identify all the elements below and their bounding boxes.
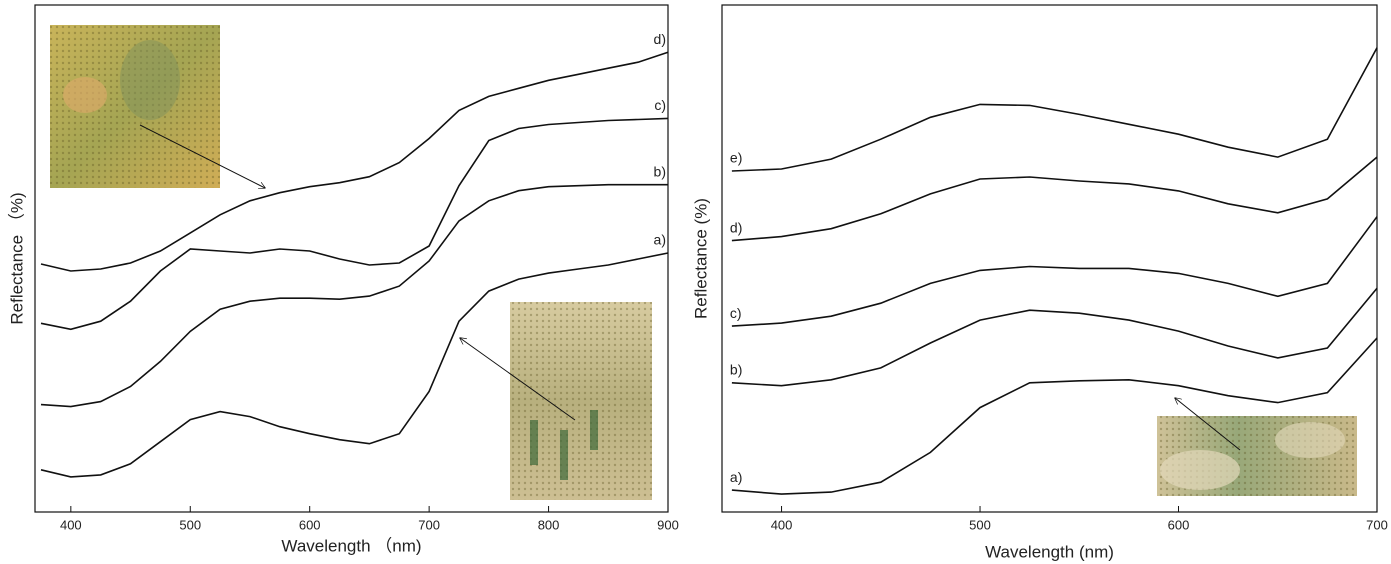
y-axis-title: Reflectance (%) <box>691 198 710 319</box>
curve-label: d) <box>730 219 742 235</box>
inset-photo <box>1157 398 1357 496</box>
curve-label: a) <box>730 469 742 485</box>
x-tick-label: 900 <box>657 517 679 532</box>
spectrum-line <box>40 183 668 408</box>
y-axis-title: Reflectance （%) <box>7 192 26 324</box>
curve-label: c) <box>654 97 666 113</box>
x-tick-label: 600 <box>1168 517 1190 532</box>
spectrum-line <box>731 216 1378 327</box>
spectrum-line <box>40 252 669 478</box>
spectrum-line <box>40 117 669 331</box>
inset-photo <box>50 25 265 188</box>
x-tick-label: 400 <box>771 517 793 532</box>
x-tick-label: 700 <box>1366 517 1388 532</box>
curve-label: a) <box>654 232 666 248</box>
spectrum-line <box>731 47 1378 172</box>
x-tick-label: 400 <box>60 517 82 532</box>
curve-label: b) <box>654 163 666 179</box>
plot-frame <box>721 4 1378 513</box>
x-axis-title: Wavelength （nm) <box>281 536 421 555</box>
curve-label: c) <box>730 305 742 321</box>
x-tick-label: 600 <box>299 517 321 532</box>
plot-frame <box>34 4 669 513</box>
spectrum-line <box>731 337 1378 495</box>
x-axis-title: Wavelength (nm) <box>985 542 1114 561</box>
curve-label: d) <box>654 31 666 47</box>
spectrum-line <box>731 156 1378 242</box>
spectrum-line <box>731 287 1378 387</box>
inset-photo <box>460 302 652 500</box>
x-tick-label: 700 <box>418 517 440 532</box>
x-tick-label: 800 <box>538 517 560 532</box>
x-tick-label: 500 <box>179 517 201 532</box>
x-tick-label: 500 <box>969 517 991 532</box>
curve-label: b) <box>730 361 742 377</box>
spectrum-line <box>40 51 669 272</box>
curve-label: e) <box>730 150 742 166</box>
